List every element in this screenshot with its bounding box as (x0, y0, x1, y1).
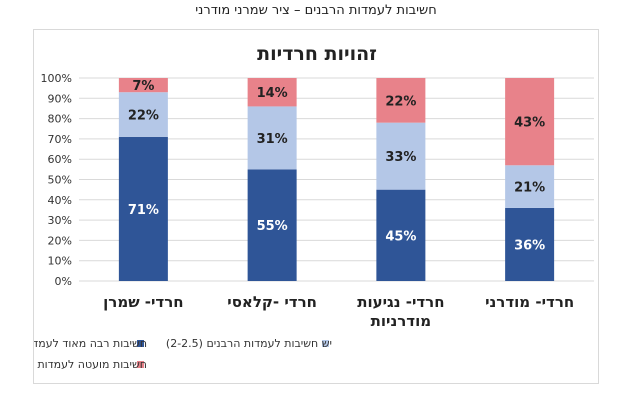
bar-segment (247, 169, 297, 281)
bar-segment (118, 136, 168, 281)
category-label: חרדי- מודרני (485, 293, 574, 311)
bar-segment (376, 78, 426, 123)
data-label: 21% (514, 181, 545, 196)
bar-segment (247, 78, 297, 107)
category-label: מודרניות (371, 312, 431, 330)
chart-title: זהויות חרדיות (257, 43, 377, 65)
y-tick-label: 20% (48, 234, 72, 247)
data-label: 22% (128, 109, 159, 124)
y-tick-label: 40% (48, 194, 72, 207)
y-tick-label: 50% (48, 174, 72, 187)
bar-segment (247, 106, 297, 170)
data-label: 33% (385, 150, 416, 165)
y-tick-label: 60% (48, 153, 72, 166)
legend-swatch (322, 340, 329, 347)
data-label: 43% (514, 116, 545, 131)
y-tick-label: 70% (48, 133, 72, 146)
category-label: חרדי- נגיעות (357, 293, 444, 311)
data-label: 45% (385, 229, 416, 244)
y-tick-label: 100% (41, 72, 72, 85)
bar-segment (118, 78, 168, 93)
chart-frame: זהויות חרדיות 0% 10% 20% 30% 40% 50% 60% 70% 80% 9… (33, 29, 599, 384)
bar-segment (118, 92, 168, 137)
category-label: חרדי- שמרן (103, 293, 183, 311)
data-label: 36% (514, 238, 545, 253)
data-label: 22% (385, 94, 416, 109)
data-label: 31% (257, 132, 288, 147)
bar-segment (376, 189, 426, 281)
data-label: 7% (132, 79, 154, 94)
legend-swatch (137, 340, 144, 347)
legend-swatch (137, 361, 144, 368)
data-label: 55% (257, 219, 288, 234)
category-label: חרדי -קלאסי (227, 293, 317, 311)
bar-segment (505, 165, 555, 208)
y-tick-label: 90% (48, 92, 72, 105)
y-tick-label: 0% (55, 275, 72, 288)
y-tick-label: 30% (48, 214, 72, 227)
page-caption: חשיבות לעמדות הרבנים – ציר שמרני מודרני (195, 3, 437, 18)
stacked-bar-chart: זהויות חרדיות 0% 10% 20% 30% 40% 50% 60% 70% 80% 9… (34, 43, 594, 371)
bar-segment (505, 207, 555, 281)
legend-label: יש חשיבות לעמדות הרבנים (2-2.5) (166, 337, 332, 350)
data-label: 71% (128, 203, 159, 218)
bar-segment (376, 122, 426, 190)
data-label: 14% (257, 86, 288, 101)
y-tick-label: 10% (48, 255, 72, 268)
legend-label: חשיבות מועטה לעמדות הרבנים (2.5-4) (34, 358, 147, 371)
bar-segment (505, 78, 555, 166)
y-tick-label: 80% (48, 113, 72, 126)
legend-label: חשיבות רבה מאוד לעמדות הרבנים (1-2) (34, 337, 147, 350)
